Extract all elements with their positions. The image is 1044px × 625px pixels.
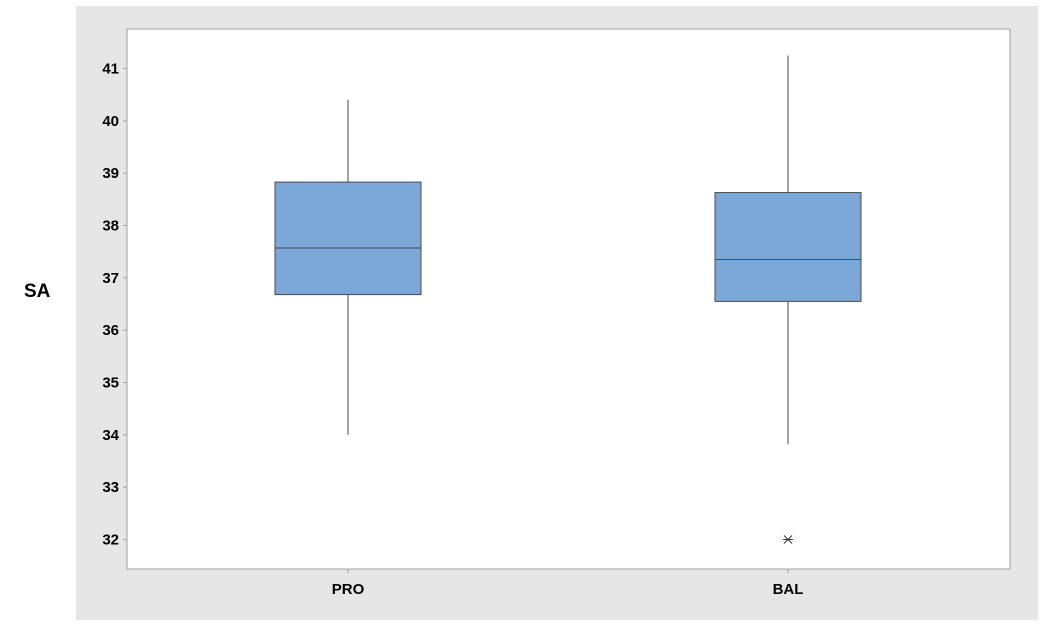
plot-area xyxy=(126,28,1011,570)
y-axis: 32 33 34 35 36 37 38 39 40 41 xyxy=(102,61,127,549)
x-category-label: BAL xyxy=(773,581,804,598)
y-tick-label: 32 xyxy=(102,532,119,549)
x-axis: PRO BAL xyxy=(332,569,804,598)
y-tick-label: 40 xyxy=(102,113,119,130)
interquartile-box xyxy=(274,181,422,296)
y-tick-label: 39 xyxy=(102,165,119,182)
boxes xyxy=(274,55,862,544)
box-bal xyxy=(714,55,862,544)
y-tick-label: 37 xyxy=(102,270,119,287)
y-axis-title: SA xyxy=(24,281,51,302)
x-category-label: PRO xyxy=(332,581,365,598)
y-tick-label: 33 xyxy=(102,479,119,496)
y-tick-label: 36 xyxy=(102,322,119,339)
outlier-marker xyxy=(783,535,793,544)
y-tick-label: 41 xyxy=(102,61,119,78)
box-pro xyxy=(274,99,422,435)
y-tick-label: 34 xyxy=(102,427,119,444)
y-tick-label: 38 xyxy=(102,218,119,235)
interquartile-box xyxy=(714,192,862,302)
y-tick-label: 35 xyxy=(102,375,119,392)
